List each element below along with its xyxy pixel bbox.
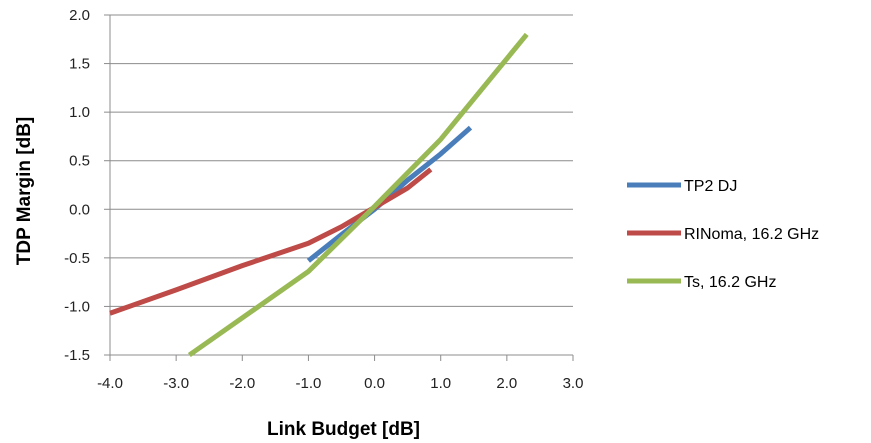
axes bbox=[104, 14, 574, 361]
x-tick-label: -4.0 bbox=[97, 375, 123, 392]
y-tick-labels: 2.0 1.5 1.0 0.5 0.0 -0.5 -1.0 -1.5 bbox=[64, 7, 90, 364]
x-tick-labels: -4.0 -3.0 -2.0 -1.0 0.0 1.0 2.0 3.0 bbox=[97, 375, 583, 392]
y-tick-label: 0.0 bbox=[69, 201, 90, 218]
y-axis-label: TDP Margin [dB] bbox=[14, 117, 35, 265]
y-tick-label: -0.5 bbox=[64, 250, 90, 267]
x-tick-label: 3.0 bbox=[563, 375, 584, 392]
x-tick-label: -1.0 bbox=[295, 375, 321, 392]
legend-label-1: RINoma, 16.2 GHz bbox=[684, 226, 819, 243]
y-tick-label: 1.0 bbox=[69, 104, 90, 121]
legend-label-0: TP2 DJ bbox=[684, 178, 737, 195]
legend-label-2: Ts, 16.2 GHz bbox=[684, 274, 776, 291]
x-tick-label: 1.0 bbox=[430, 375, 451, 392]
y-tick-label: -1.5 bbox=[64, 347, 90, 364]
series-line-0 bbox=[306, 125, 473, 263]
y-tick-label: -1.0 bbox=[64, 298, 90, 315]
x-tick-label: 0.0 bbox=[364, 375, 385, 392]
x-tick-label: 2.0 bbox=[496, 375, 517, 392]
x-tick-label: -2.0 bbox=[229, 375, 255, 392]
data-series bbox=[109, 32, 529, 358]
series-line-2 bbox=[187, 32, 529, 358]
x-axis-label: Link Budget [dB] bbox=[267, 419, 420, 440]
y-tick-label: 0.5 bbox=[69, 153, 90, 170]
gridlines bbox=[110, 14, 573, 356]
legend: TP2 DJ RINoma, 16.2 GHz Ts, 16.2 GHz bbox=[627, 178, 819, 291]
y-tick-label: 2.0 bbox=[69, 7, 90, 24]
y-tick-label: 1.5 bbox=[69, 56, 90, 73]
series-line-1 bbox=[109, 167, 433, 316]
x-tick-label: -3.0 bbox=[163, 375, 189, 392]
